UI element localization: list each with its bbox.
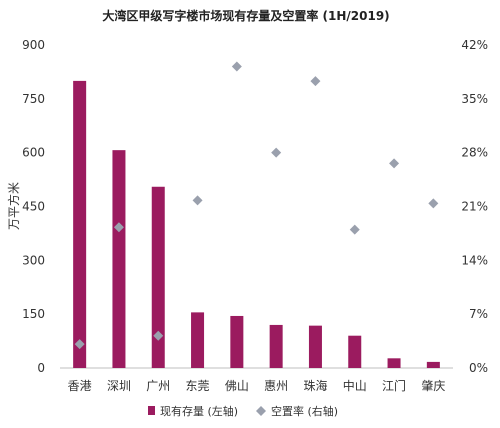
vacancy-point-肇庆 [428,198,439,209]
category-label: 佛山 [225,379,249,393]
vacancy-point-江门 [389,158,400,169]
legend-diamond-icon [256,406,266,416]
bar-东莞 [191,312,205,368]
bar-中山 [348,335,362,368]
y-right-tick-label: 0% [469,361,488,375]
legend-scatter-label: 空置率 (右轴) [271,404,338,418]
y-right-tick-label: 42% [461,38,488,52]
y-left-tick-label: 900 [22,38,45,52]
category-label: 中山 [343,378,367,393]
scatter-series [74,61,439,350]
y-left-tick-label: 750 [22,92,45,106]
legend-bar-swatch [148,406,155,415]
category-label: 东莞 [186,379,210,393]
category-label: 惠州 [264,379,288,393]
vacancy-point-东莞 [192,195,203,206]
vacancy-point-惠州 [271,147,282,158]
y-left-tick-label: 300 [22,253,45,267]
bar-惠州 [269,324,283,368]
bar-佛山 [230,315,244,368]
legend-bar-label: 现有存量 (左轴) [160,404,238,418]
legend: 现有存量 (左轴) 空置率 (右轴) [148,404,338,418]
vacancy-point-广州 [153,330,164,341]
category-label: 香港 [68,379,92,393]
bar-深圳 [112,150,126,368]
category-label: 珠海 [303,378,327,393]
chart-title: 大湾区甲级写字楼市场现有存量及空置率 (1H/2019) [102,8,389,23]
bar-肇庆 [426,361,440,368]
bar-series [73,80,440,368]
bar-广州 [151,186,165,368]
y-axis-left-ticks: 0 150 300 450 600 750 900 [22,38,45,375]
vacancy-point-佛山 [231,61,242,72]
vacancy-point-珠海 [310,76,321,87]
vacancy-point-中山 [349,224,360,235]
y-left-tick-label: 0 [37,361,45,375]
y-right-tick-label: 35% [461,92,488,106]
bar-珠海 [308,325,322,368]
vacancy-point-香港 [74,339,85,350]
y-left-tick-label: 450 [22,200,45,214]
y-axis-left-label: 万平方米 [6,182,21,230]
vacancy-point-深圳 [113,222,124,233]
y-left-tick-label: 600 [22,146,45,160]
y-axis-right-ticks: 0% 7% 14% 21% 28% 35% 42% [461,38,488,375]
category-label: 江门 [382,378,406,393]
x-axis-categories: 香港 深圳 广州 东莞 佛山 惠州 珠海 中山 江门 肇庆 [68,378,446,393]
y-right-tick-label: 14% [461,253,488,267]
y-right-tick-label: 21% [461,200,488,214]
bar-江门 [387,358,401,368]
y-left-tick-label: 150 [22,307,45,321]
category-label: 肇庆 [421,378,445,393]
y-right-tick-label: 28% [461,146,488,160]
bar-香港 [73,80,87,368]
category-label: 深圳 [107,379,131,393]
category-label: 广州 [146,379,170,393]
y-right-tick-label: 7% [469,307,488,321]
